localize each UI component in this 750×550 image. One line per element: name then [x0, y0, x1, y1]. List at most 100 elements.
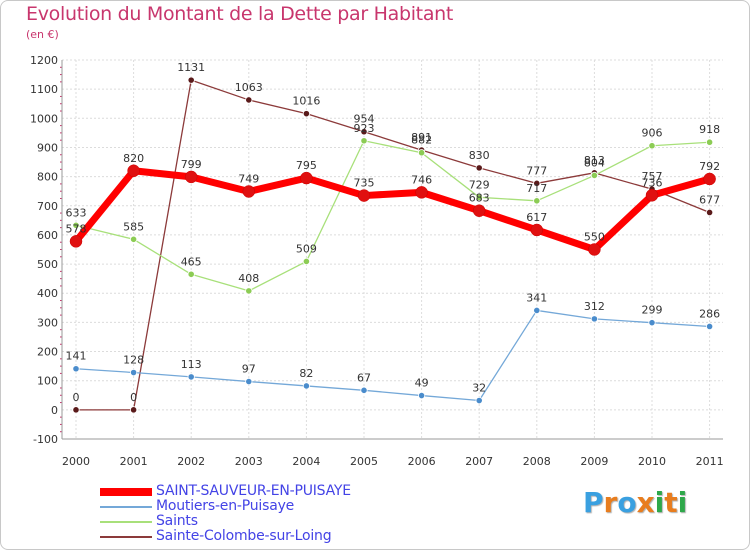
- data-point: [417, 391, 426, 400]
- data-label: 49: [415, 377, 429, 390]
- y-tick-label: 500: [37, 258, 58, 271]
- data-label: 813: [584, 154, 605, 167]
- y-tick-label: 300: [37, 316, 58, 329]
- y-tick-label: -100: [33, 433, 58, 446]
- data-point: [130, 368, 138, 377]
- data-label: 923: [354, 122, 375, 135]
- data-label: 830: [469, 149, 490, 162]
- data-point: [705, 322, 714, 331]
- data-point: [533, 306, 541, 315]
- x-tick-label: 2007: [465, 455, 493, 468]
- data-label: 0: [130, 391, 137, 404]
- data-point: [72, 365, 80, 373]
- y-tick-label: 700: [37, 200, 58, 213]
- x-tick-label: 2005: [350, 455, 378, 468]
- logo-letter: r: [603, 486, 618, 519]
- data-point: [242, 185, 256, 198]
- series-line-moutiers-en-puisaye: [75, 309, 710, 402]
- series-line-saints: [75, 140, 710, 292]
- data-label: 128: [123, 354, 144, 367]
- y-tick-label: 1200: [30, 54, 58, 67]
- logo-letter: t: [664, 486, 678, 519]
- data-point: [245, 96, 253, 104]
- data-point: [245, 287, 253, 295]
- data-label: 141: [66, 350, 87, 363]
- data-point: [130, 406, 138, 414]
- data-label: 0: [73, 391, 80, 404]
- data-label: 299: [642, 304, 663, 317]
- data-label: 749: [238, 172, 259, 185]
- data-label: 286: [699, 307, 720, 320]
- legend-label: Saints: [156, 513, 198, 529]
- data-label: 465: [181, 255, 202, 268]
- data-label: 882: [411, 134, 432, 147]
- x-tick-label: 2008: [523, 455, 551, 468]
- x-tick-label: 2011: [696, 455, 724, 468]
- x-tick-label: 2002: [177, 455, 205, 468]
- data-label: 341: [526, 291, 547, 304]
- proxiti-logo: Proxiti: [583, 486, 687, 519]
- legend-label: Sainte-Colombe-sur-Loing: [156, 528, 332, 544]
- data-label: 717: [526, 182, 547, 195]
- data-label: 746: [411, 173, 432, 186]
- legend-swatch: [100, 506, 152, 508]
- data-point: [187, 373, 195, 381]
- data-point: [475, 193, 483, 201]
- data-point: [590, 171, 599, 180]
- data-label: 891: [411, 131, 432, 144]
- data-label: 906: [642, 127, 663, 140]
- data-point: [360, 128, 368, 136]
- data-label: 735: [354, 177, 375, 190]
- y-tick-label: 1100: [30, 83, 58, 96]
- logo-letter: x: [636, 486, 655, 519]
- series-group: [69, 76, 716, 414]
- data-point: [127, 164, 140, 178]
- data-point: [302, 110, 310, 118]
- series-line-saint-sauveur-en-puisaye: [73, 167, 711, 253]
- y-axis: -100 0 100 200 300 400 500 600 700 800 900 1000 1100…: [30, 54, 63, 446]
- data-label: 633: [66, 206, 87, 219]
- y-tick-label: 100: [37, 375, 58, 388]
- data-label: 509: [296, 242, 317, 255]
- legend-swatch: [100, 536, 152, 538]
- data-label: 795: [296, 159, 317, 172]
- data-point: [533, 179, 541, 187]
- data-label: 757: [642, 170, 663, 183]
- x-tick-label: 2010: [638, 455, 666, 468]
- data-label: 67: [357, 371, 371, 384]
- data-label: 408: [238, 272, 259, 285]
- data-point: [72, 406, 80, 414]
- data-point: [245, 377, 253, 386]
- data-point: [645, 189, 659, 202]
- data-point: [533, 197, 541, 205]
- data-point: [590, 315, 599, 323]
- data-label: 578: [66, 222, 87, 235]
- legend-label: SAINT-SAUVEUR-EN-PUISAYE: [156, 483, 351, 499]
- y-tick-label: 800: [37, 171, 58, 184]
- data-point: [302, 257, 310, 266]
- data-point: [360, 137, 368, 145]
- data-label: 792: [699, 160, 720, 173]
- data-label: 736: [642, 176, 663, 189]
- data-point: [475, 164, 483, 172]
- legend-swatch: [100, 488, 152, 496]
- data-label: 617: [526, 211, 547, 224]
- x-tick-label: 2004: [292, 455, 320, 468]
- data-label: 1016: [292, 95, 320, 108]
- y-tick-label: 200: [37, 346, 58, 359]
- data-label: 1063: [235, 81, 263, 94]
- data-label: 799: [181, 158, 202, 171]
- x-tick-label: 2001: [120, 455, 148, 468]
- series-line-sainte-colombe-sur-loing: [76, 79, 710, 411]
- data-label: 918: [699, 123, 720, 136]
- y-tick-label: 400: [37, 287, 58, 300]
- y-tick-label: 0: [51, 404, 58, 417]
- data-point: [530, 223, 544, 237]
- data-point: [300, 171, 313, 185]
- data-point: [184, 170, 198, 184]
- data-point: [360, 386, 368, 394]
- data-point: [69, 235, 83, 248]
- x-tick-label: 2000: [62, 455, 90, 468]
- legend-label: Moutiers-en-Puisaye: [156, 498, 295, 514]
